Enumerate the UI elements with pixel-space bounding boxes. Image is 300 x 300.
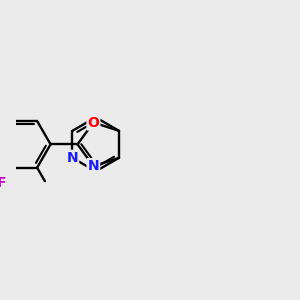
Text: O: O (88, 116, 99, 130)
Text: F: F (0, 176, 6, 190)
Text: N: N (67, 151, 78, 165)
Text: N: N (88, 159, 99, 173)
